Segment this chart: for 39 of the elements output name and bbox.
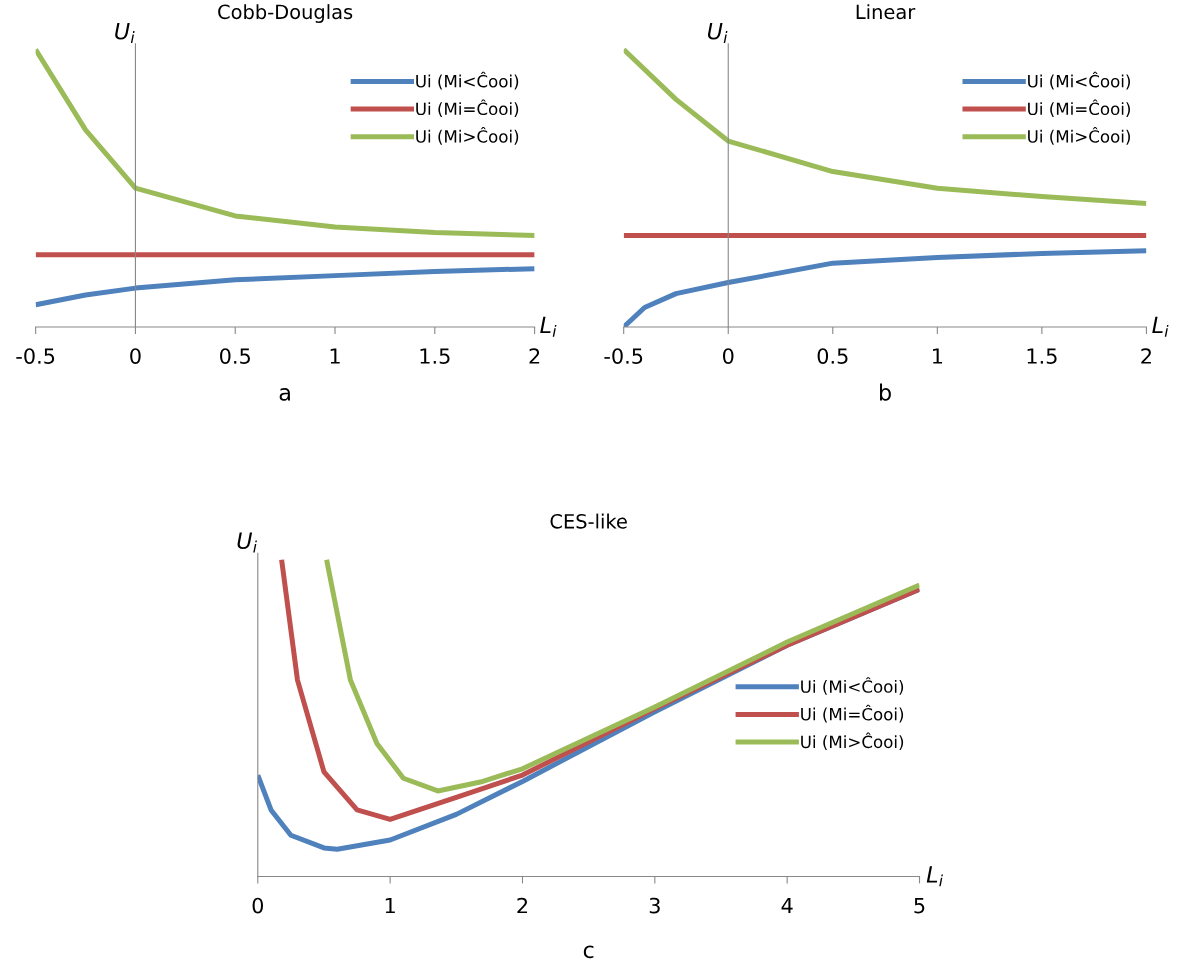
text: b — [880, 383, 891, 401]
x-tick-label: 2 — [1141, 348, 1151, 364]
x-tick-label: 0 — [252, 897, 264, 914]
x-tick-label: 1 — [330, 348, 340, 364]
x-tick-label: 1.5 — [420, 348, 450, 364]
text: c — [583, 945, 594, 959]
x-tick-label: 0.5 — [220, 348, 250, 364]
legend-label: Ui (Mi<Ĉooi) — [1028, 71, 1130, 90]
legend-label: Ui (Mi<Ĉooi) — [416, 71, 519, 90]
x-tick-label: 2 — [517, 897, 528, 914]
text: a — [279, 388, 290, 401]
x-axis-title: L$_{i}$ — [540, 316, 557, 337]
x-tick-label: 0 — [130, 348, 141, 364]
chart-title: Cobb-Douglas — [218, 4, 353, 23]
legend-label: Ui (Mi=Ĉooi) — [1028, 99, 1130, 118]
chart-title: Linear — [856, 4, 916, 20]
x-tick-label: -0.5 — [604, 348, 643, 364]
legend-label: Ui (Mi<Ĉooi) — [801, 677, 904, 695]
legend-label: Ui (Mi>Ĉooi) — [1028, 127, 1130, 145]
x-tick-label: 2 — [529, 348, 540, 364]
y-axis-title: U$_{i}$ — [707, 23, 728, 43]
legend-label: Ui (Mi>Ĉooi) — [416, 127, 519, 145]
legend-label: Ui (Mi>Ĉooi) — [801, 732, 904, 751]
x-axis-title: L$_{i}$ — [1152, 316, 1169, 337]
x-tick-label: -0.5 — [16, 348, 55, 364]
x-tick-label: 3 — [649, 897, 660, 914]
x-tick-label: 1.5 — [1027, 348, 1057, 364]
x-tick-label: 5 — [914, 897, 925, 914]
y-axis-title: U$_{i}$ — [115, 23, 135, 43]
x-tick-label: 0 — [722, 348, 734, 364]
legend-label: Ui (Mi=Ĉooi) — [416, 99, 519, 118]
x-tick-label: 1 — [932, 348, 943, 364]
y-axis-title: U$_{i}$ — [237, 532, 257, 553]
chart-title: CES-like — [550, 513, 627, 529]
x-tick-label: 0.5 — [817, 348, 848, 364]
legend-label: Ui (Mi=Ĉooi) — [801, 704, 904, 723]
x-tick-label: 4 — [781, 897, 793, 914]
x-tick-label: 1 — [385, 897, 395, 914]
x-axis-title: L$_{i}$ — [926, 866, 943, 887]
